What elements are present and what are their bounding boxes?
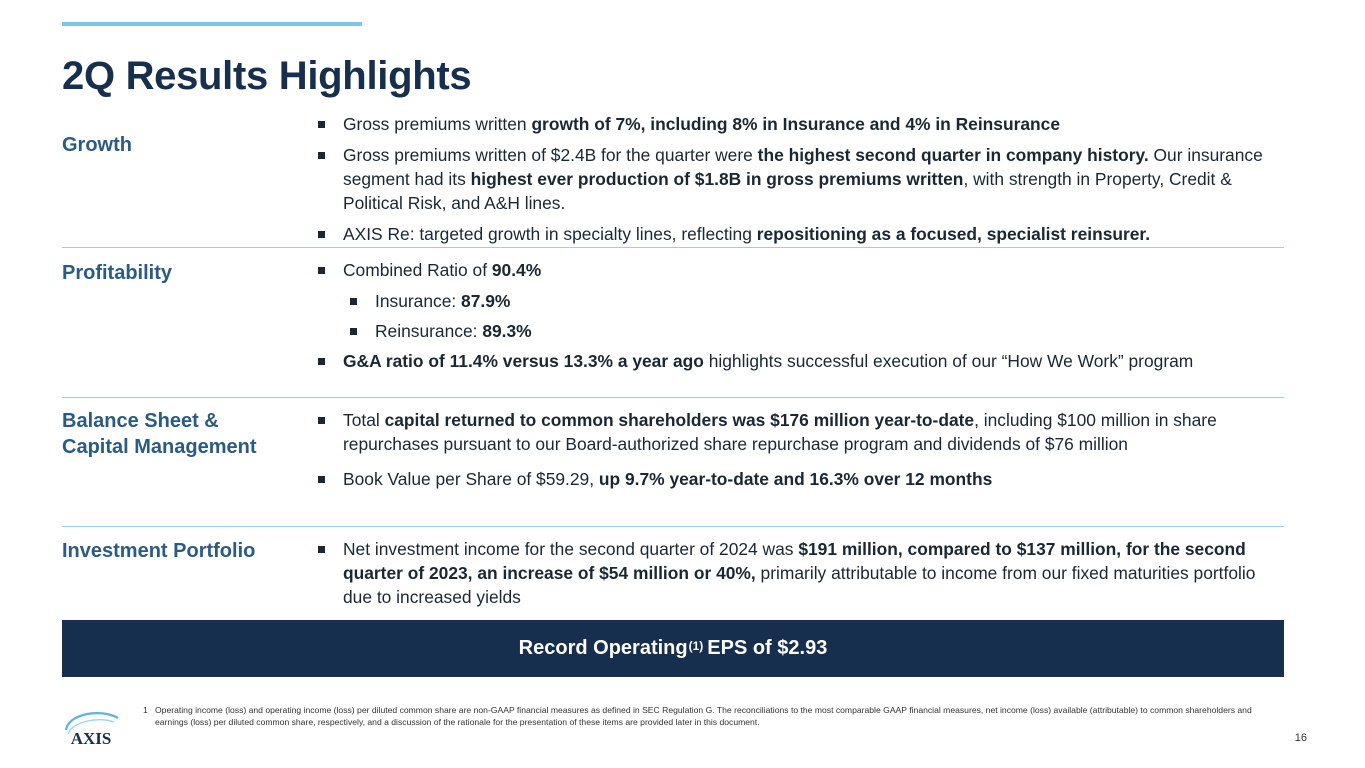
bullet-item: G&A ratio of 11.4% versus 13.3% a year a… — [312, 349, 1282, 373]
axis-logo: AXIS — [64, 712, 119, 748]
svg-text:AXIS: AXIS — [71, 729, 112, 748]
record-eps-banner: Record Operating (1) EPS of $2.93 — [62, 620, 1284, 677]
bullet-item: Total capital returned to common shareho… — [312, 408, 1282, 456]
growth-bullets: Gross premiums written growth of 7%, inc… — [312, 112, 1282, 253]
page-number: 16 — [1294, 732, 1307, 744]
section-label-investment: Investment Portfolio — [62, 540, 256, 562]
sub-bullet-item: Reinsurance: 89.3% — [344, 319, 1282, 343]
bullet-item: Combined Ratio of 90.4% — [312, 258, 1282, 282]
bullet-item: Gross premiums written of $2.4B for the … — [312, 143, 1282, 215]
section-label-profitability: Profitability — [62, 262, 173, 284]
page-title: 2Q Results Highlights — [62, 54, 472, 98]
section-label-growth: Growth — [62, 134, 132, 156]
footnote: 1 Operating income (loss) and operating … — [143, 704, 1283, 728]
bullet-item: AXIS Re: targeted growth in specialty li… — [312, 222, 1282, 246]
balance-bullets: Total capital returned to common shareho… — [312, 408, 1282, 498]
section-label-balance-sheet: Balance Sheet & Capital Management — [62, 410, 257, 458]
section-divider — [62, 247, 1284, 248]
section-divider — [62, 526, 1284, 527]
investment-bullets: Net investment income for the second qua… — [312, 537, 1282, 616]
bullet-item: Gross premiums written growth of 7%, inc… — [312, 112, 1282, 136]
sub-bullet-item: Insurance: 87.9% — [344, 289, 1282, 313]
footnote-number: 1 — [143, 705, 148, 715]
bullet-item: Net investment income for the second qua… — [312, 537, 1282, 609]
section-divider — [62, 397, 1284, 398]
bullet-item: Book Value per Share of $59.29, up 9.7% … — [312, 467, 1282, 491]
profitability-bullets: Combined Ratio of 90.4% Insurance: 87.9%… — [312, 258, 1282, 380]
footnote-text: Operating income (loss) and operating in… — [155, 705, 1252, 727]
title-accent-bar — [62, 22, 362, 26]
